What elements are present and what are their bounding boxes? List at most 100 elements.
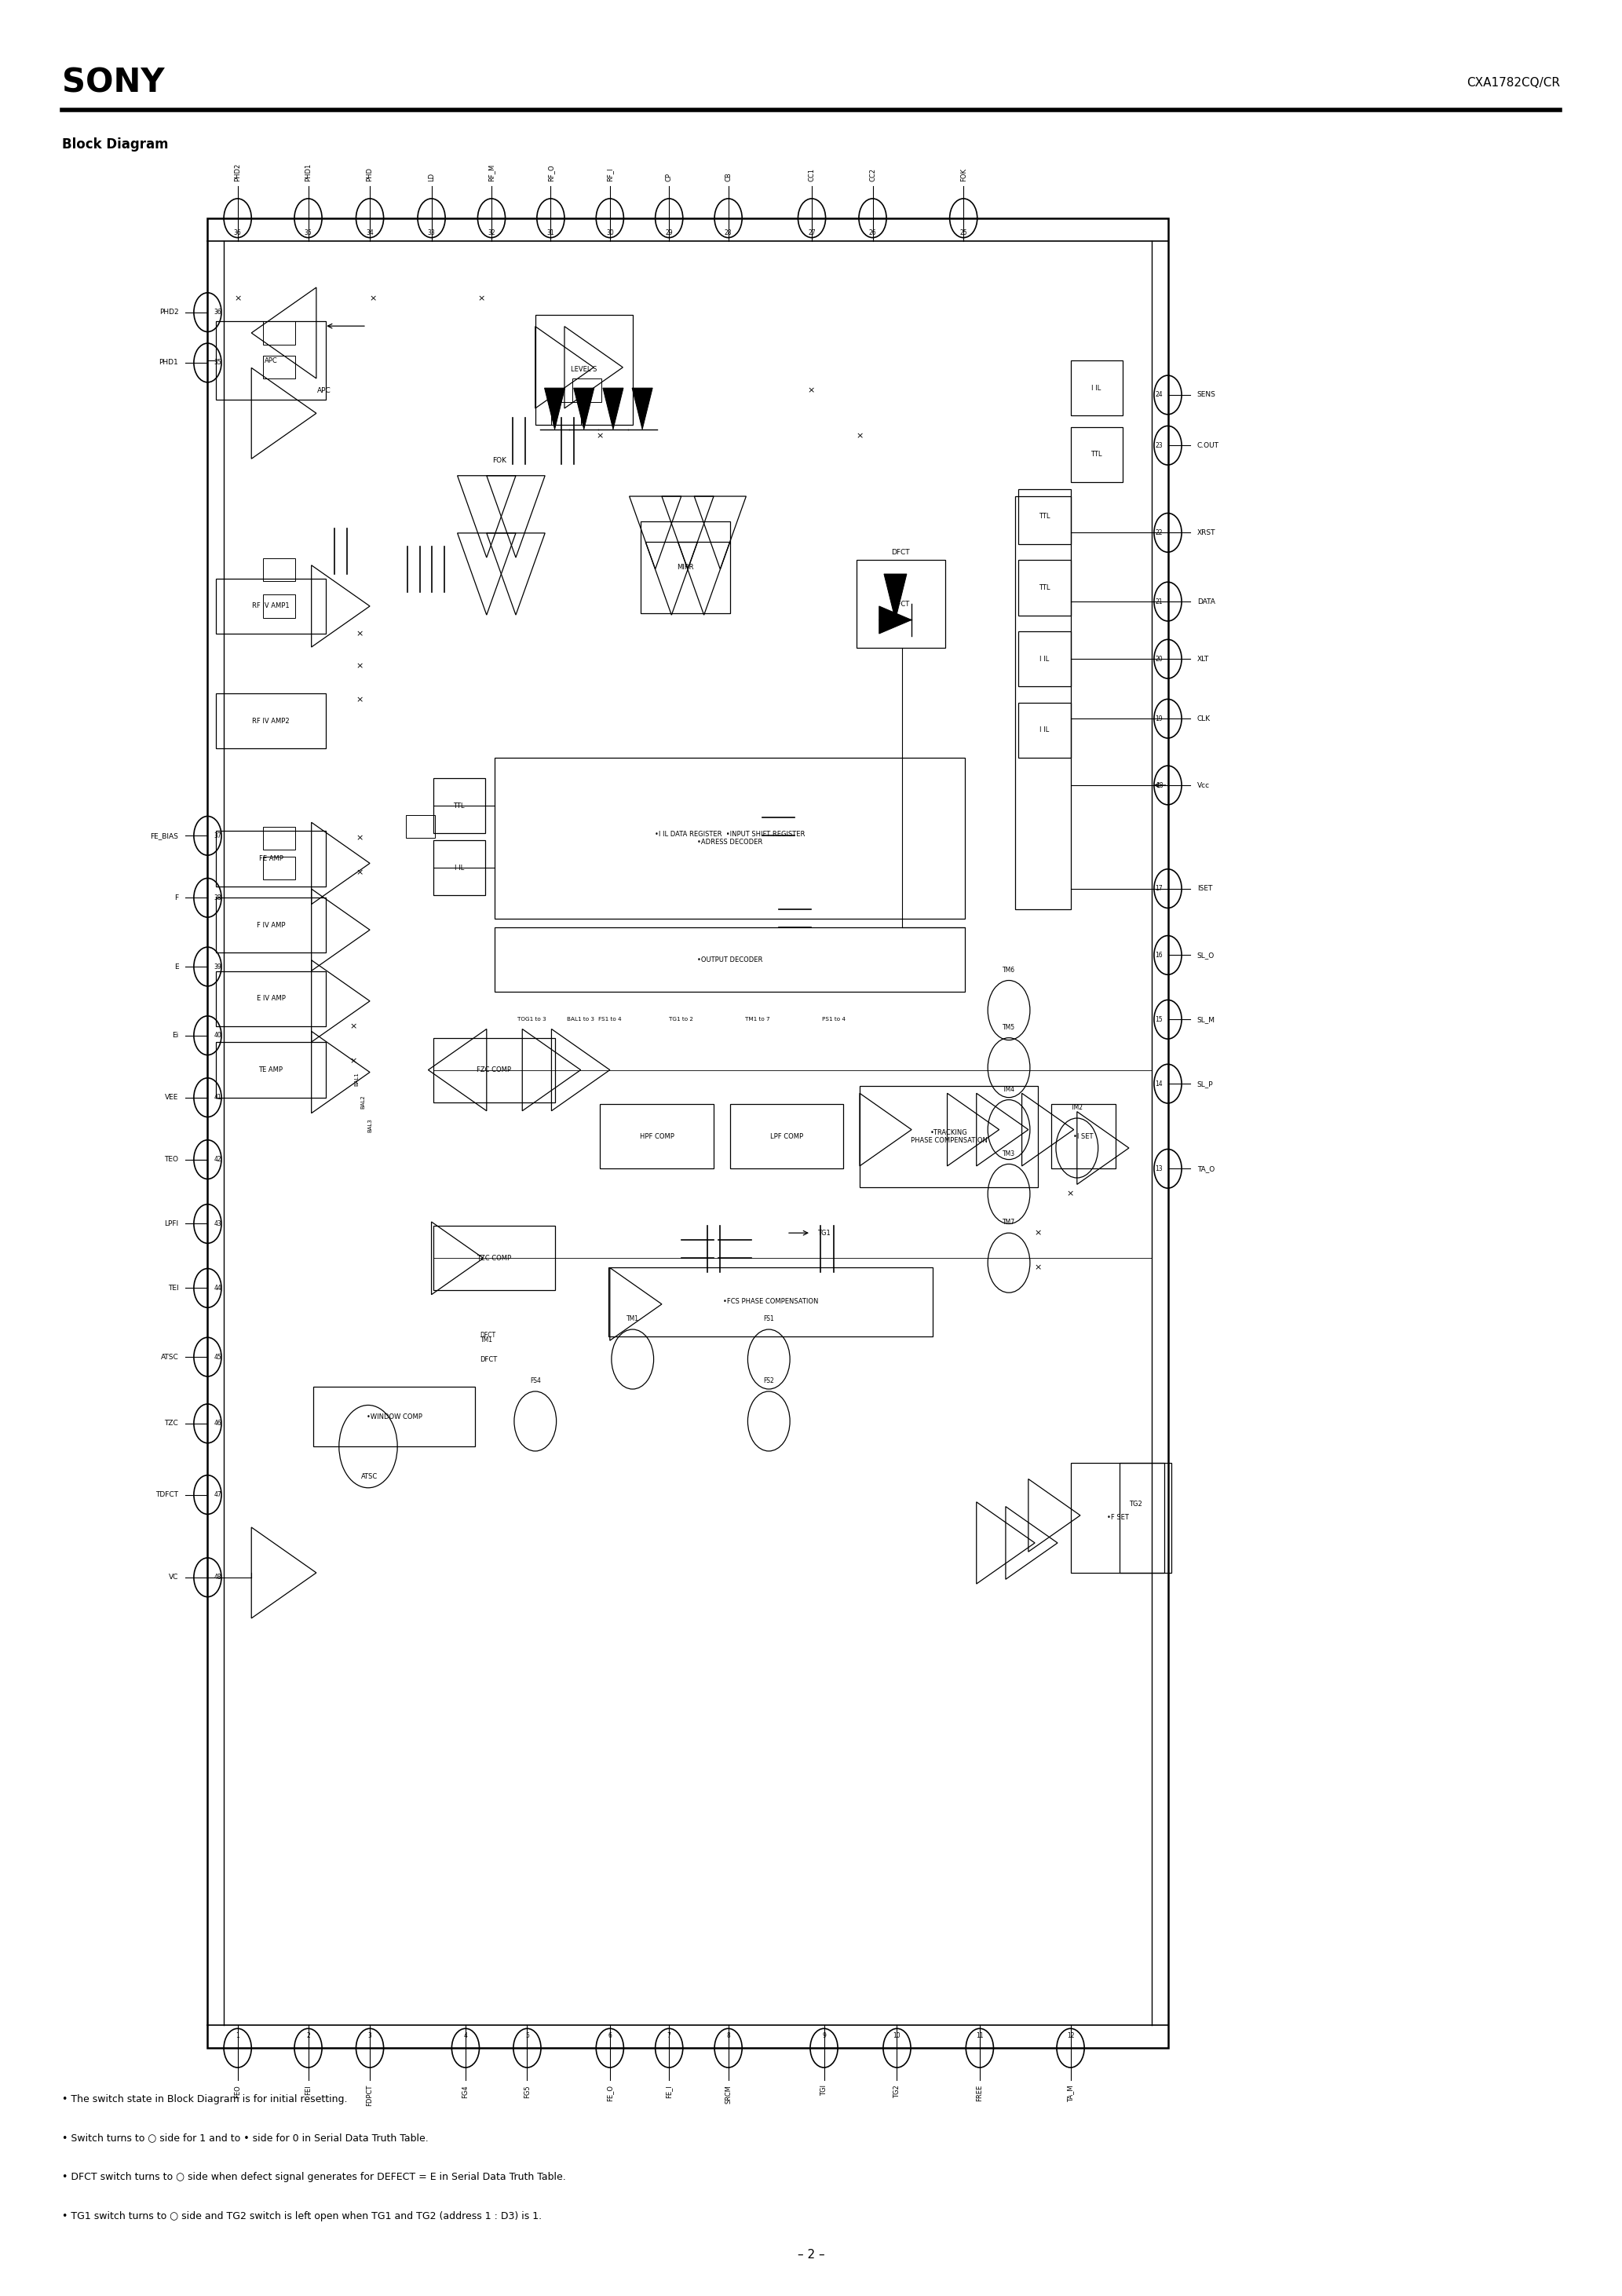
Text: FEO: FEO	[234, 2085, 242, 2099]
Text: I IL: I IL	[1040, 654, 1049, 664]
Text: PHD1: PHD1	[159, 358, 178, 367]
Text: 4: 4	[464, 2032, 467, 2039]
Text: •FCS PHASE COMPENSATION: •FCS PHASE COMPENSATION	[723, 1297, 817, 1306]
Bar	[216, 831, 326, 886]
Text: PHD2: PHD2	[159, 308, 178, 317]
Text: TDFCT: TDFCT	[156, 1490, 178, 1499]
Bar	[263, 856, 295, 879]
Text: 9: 9	[822, 2032, 826, 2039]
Text: 27: 27	[808, 230, 816, 236]
Text: CC1: CC1	[808, 168, 816, 181]
Text: LPF COMP: LPF COMP	[770, 1132, 803, 1141]
Text: SENS: SENS	[1197, 390, 1216, 400]
Text: TG2: TG2	[1129, 1499, 1142, 1508]
Text: 42: 42	[214, 1155, 222, 1164]
Text: ISET: ISET	[1197, 884, 1212, 893]
Text: •I IL DATA REGISTER  •INPUT SHIFT REGISTER
•ADRESS DECODER: •I IL DATA REGISTER •INPUT SHIFT REGISTE…	[655, 831, 805, 845]
Text: 36: 36	[234, 230, 242, 236]
Bar	[1071, 1463, 1165, 1573]
Text: 6: 6	[608, 2032, 611, 2039]
Text: TTL: TTL	[453, 801, 466, 810]
Text: FOK: FOK	[960, 168, 967, 181]
Text: TA_O: TA_O	[1197, 1164, 1215, 1173]
Text: F IV AMP: F IV AMP	[256, 921, 285, 930]
Bar	[313, 1387, 475, 1446]
Bar	[860, 1086, 1038, 1187]
Text: 37: 37	[214, 831, 222, 840]
Text: • DFCT switch turns to ○ side when defect signal generates for DEFECT = E in Ser: • DFCT switch turns to ○ side when defec…	[62, 2172, 566, 2181]
Text: PHD1: PHD1	[305, 163, 311, 181]
Text: I IL: I IL	[454, 863, 464, 872]
Text: 19: 19	[1155, 714, 1163, 723]
Bar	[263, 356, 295, 379]
Text: SL_M: SL_M	[1197, 1015, 1215, 1024]
Text: FS2: FS2	[764, 1378, 774, 1384]
Text: F: F	[175, 893, 178, 902]
Text: MIRR: MIRR	[676, 563, 694, 572]
Text: SL_O: SL_O	[1197, 951, 1215, 960]
Text: ×: ×	[856, 432, 863, 441]
Text: DFCT: DFCT	[890, 549, 910, 556]
Bar	[216, 321, 326, 400]
Bar	[495, 928, 965, 992]
Text: RF IV AMP1: RF IV AMP1	[251, 602, 290, 611]
Text: ×: ×	[357, 661, 363, 670]
Bar	[263, 321, 295, 344]
Text: • Switch turns to ○ side for 1 and to • side for 0 in Serial Data Truth Table.: • Switch turns to ○ side for 1 and to • …	[62, 2133, 428, 2142]
Text: DFCT: DFCT	[892, 599, 910, 608]
Text: TM2: TM2	[1071, 1104, 1083, 1111]
Text: BAL1 to 3: BAL1 to 3	[568, 1017, 594, 1022]
Text: FZC COMP: FZC COMP	[477, 1065, 511, 1075]
Text: FE AMP: FE AMP	[260, 854, 282, 863]
Bar	[641, 521, 730, 613]
Text: TTL: TTL	[1038, 512, 1051, 521]
Text: TE AMP: TE AMP	[258, 1065, 284, 1075]
Text: RF_O: RF_O	[547, 165, 555, 181]
Text: 14: 14	[1155, 1079, 1163, 1088]
Text: ×: ×	[478, 294, 485, 303]
Text: ×: ×	[1035, 1228, 1041, 1238]
Text: APC: APC	[264, 356, 277, 365]
Text: Ei: Ei	[172, 1031, 178, 1040]
Text: FG5: FG5	[524, 2085, 530, 2099]
Text: TM7: TM7	[1002, 1219, 1015, 1226]
Bar	[1015, 496, 1071, 909]
Text: 12: 12	[1067, 2032, 1074, 2039]
Text: TOG1 to 3: TOG1 to 3	[517, 1017, 547, 1022]
Text: BAL1: BAL1	[355, 1072, 358, 1086]
Text: 44: 44	[214, 1283, 222, 1293]
Text: 5: 5	[526, 2032, 529, 2039]
Text: TM3: TM3	[1002, 1150, 1015, 1157]
Polygon shape	[633, 388, 652, 429]
Bar	[1051, 1104, 1116, 1169]
Text: CB: CB	[725, 172, 732, 181]
Text: FG4: FG4	[462, 2085, 469, 2099]
Text: CXA1782CQ/CR: CXA1782CQ/CR	[1466, 76, 1560, 90]
Bar	[573, 379, 602, 402]
Text: TEI: TEI	[167, 1283, 178, 1293]
Bar	[1071, 427, 1122, 482]
Bar	[208, 218, 1168, 2048]
Polygon shape	[879, 606, 912, 634]
Text: PHD2: PHD2	[234, 163, 242, 181]
Text: I IL: I IL	[1040, 726, 1049, 735]
Text: TG2: TG2	[894, 2085, 900, 2099]
Bar	[216, 693, 326, 748]
Text: FE_I: FE_I	[665, 2085, 673, 2099]
Text: 23: 23	[1155, 441, 1163, 450]
Text: ATSC: ATSC	[362, 1472, 378, 1481]
Text: ×: ×	[370, 294, 376, 303]
Text: LEVEL S: LEVEL S	[571, 365, 597, 374]
Text: FS1 to 4: FS1 to 4	[599, 1017, 621, 1022]
Text: 26: 26	[869, 230, 876, 236]
Text: 40: 40	[214, 1031, 222, 1040]
Text: – 2 –: – 2 –	[798, 2248, 824, 2262]
Text: TM6: TM6	[1002, 967, 1015, 974]
Text: 10: 10	[894, 2032, 900, 2039]
Bar	[263, 827, 295, 850]
Bar	[1071, 360, 1122, 416]
Text: E IV AMP: E IV AMP	[256, 994, 285, 1003]
Text: SL_P: SL_P	[1197, 1079, 1213, 1088]
Bar	[216, 898, 326, 953]
Text: 24: 24	[1155, 390, 1163, 400]
